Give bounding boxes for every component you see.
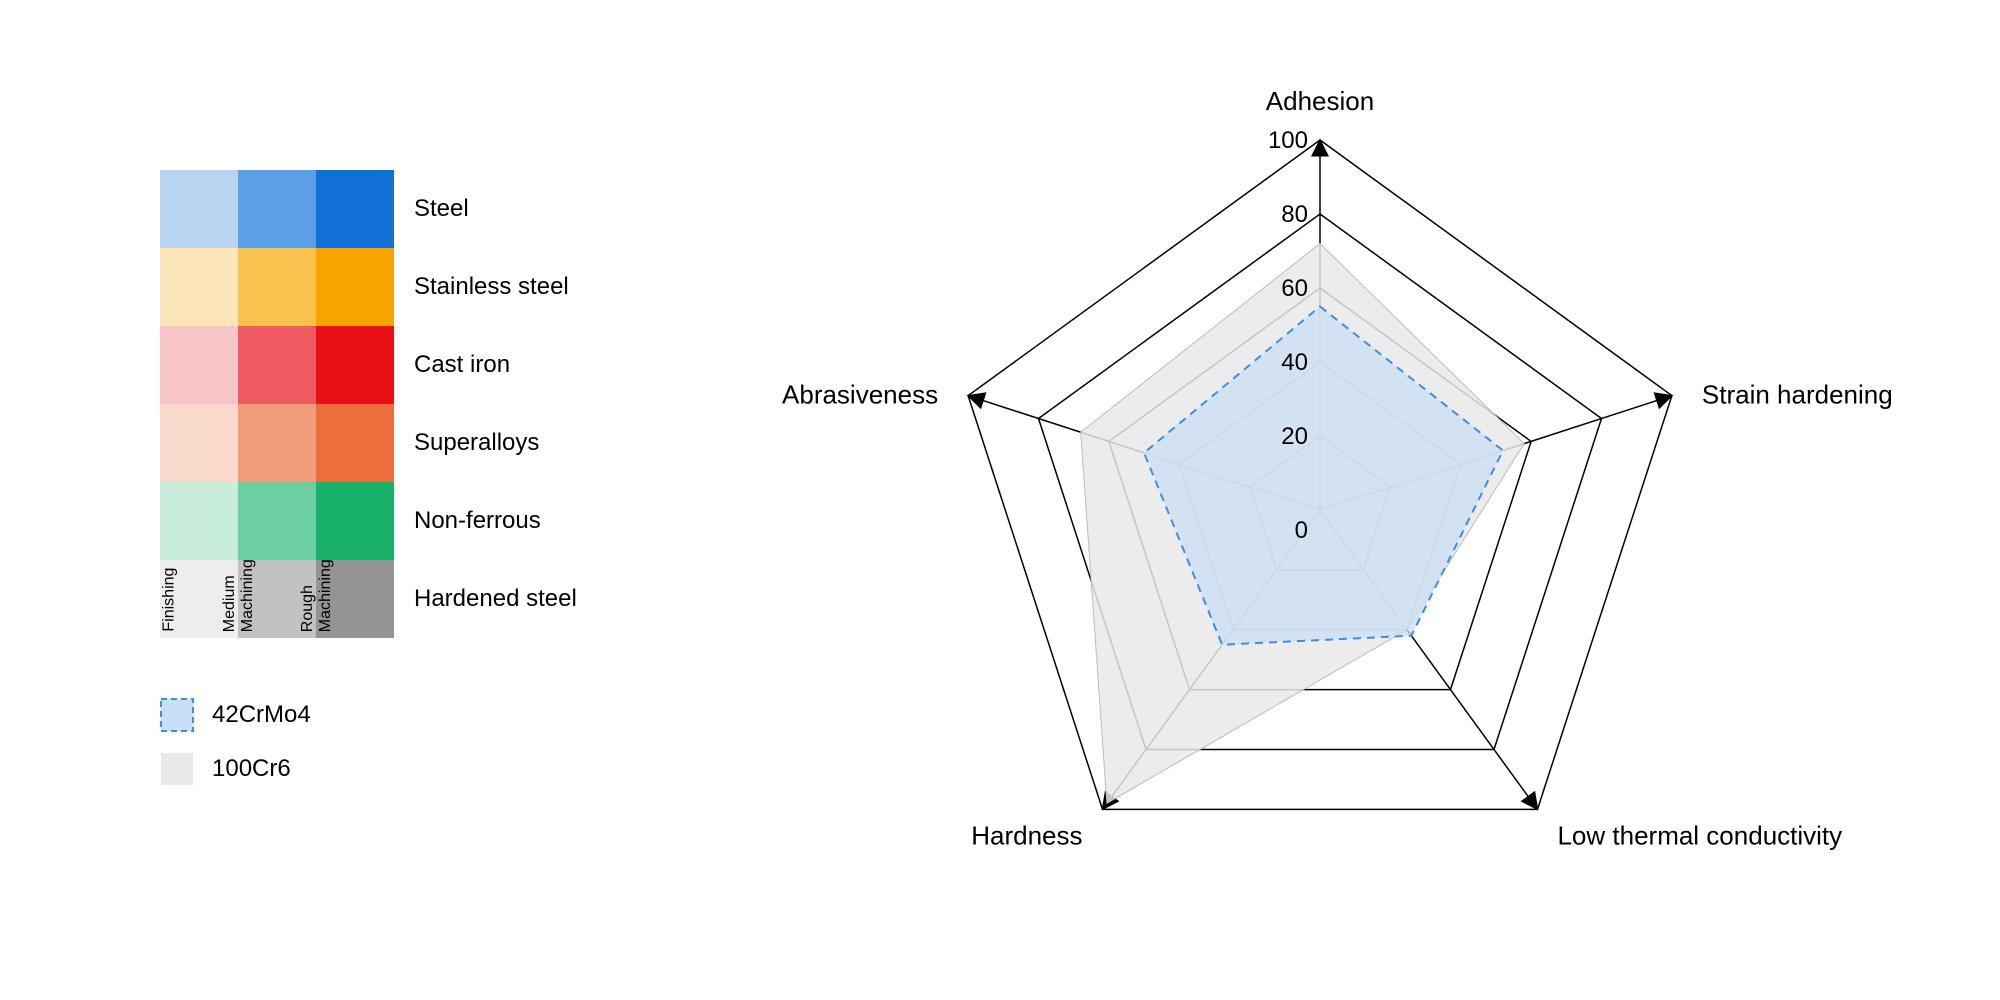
legend: 42CrMo4 100Cr6 — [160, 698, 620, 786]
heatmap-cell — [160, 326, 238, 404]
material-heatmap: Finishing Medium Machining Rough Machining… — [160, 70, 620, 638]
heatmap-row-label: Hardened steel — [414, 585, 577, 613]
radar-chart: 0 20 40 60 80 100 Adhesion Strain hardening Low … — [720, 40, 1970, 980]
heatmap-cell — [238, 326, 316, 404]
heatmap-cell — [160, 482, 238, 560]
legend-swatch — [160, 752, 194, 786]
radar-axis-label: Adhesion — [1266, 86, 1374, 116]
legend-item: 100Cr6 — [160, 752, 620, 786]
heatmap-cell — [160, 248, 238, 326]
heatmap-cell — [238, 248, 316, 326]
heatmap-cell — [316, 248, 394, 326]
radar-axis-label: Abrasiveness — [782, 380, 938, 410]
heatmap-col-header: Medium Machining — [221, 554, 256, 632]
radar-tick-label: 80 — [1281, 201, 1308, 228]
heatmap-cell — [238, 404, 316, 482]
legend-label: 42CrMo4 — [212, 701, 311, 729]
left-panel: Finishing Medium Machining Rough Machining… — [0, 0, 620, 1000]
radar-tick-label: 40 — [1281, 349, 1308, 376]
radar-axis-label: Hardness — [971, 820, 1082, 850]
heatmap-col-header: Rough Machining — [299, 554, 334, 632]
heatmap-cell — [316, 326, 394, 404]
heatmap-row: Steel — [160, 170, 620, 248]
legend-item: 42CrMo4 — [160, 698, 620, 732]
heatmap-cell — [316, 404, 394, 482]
heatmap-row-label: Cast iron — [414, 351, 510, 379]
heatmap-row-label: Stainless steel — [414, 273, 569, 301]
heatmap-cell — [160, 404, 238, 482]
heatmap-row: Cast iron — [160, 326, 620, 404]
radar-tick-label: 60 — [1281, 275, 1308, 302]
heatmap-row: Stainless steel — [160, 248, 620, 326]
heatmap-cell — [160, 170, 238, 248]
heatmap-row: Non-ferrous — [160, 482, 620, 560]
radar-tick-label: 0 — [1295, 517, 1308, 544]
radar-axis-label: Low thermal conductivity — [1557, 820, 1842, 850]
heatmap-cell — [316, 482, 394, 560]
heatmap-cell — [238, 170, 316, 248]
heatmap-row-label: Non-ferrous — [414, 507, 541, 535]
heatmap-cell — [238, 482, 316, 560]
heatmap-cell — [316, 170, 394, 248]
radar-tick-label: 20 — [1281, 423, 1308, 450]
radar-axis-label: Strain hardening — [1702, 380, 1893, 410]
radar-tick-label: 100 — [1268, 127, 1308, 154]
heatmap-row: Superalloys — [160, 404, 620, 482]
heatmap-row-label: Superalloys — [414, 429, 539, 457]
legend-label: 100Cr6 — [212, 755, 291, 783]
right-panel: 0 20 40 60 80 100 Adhesion Strain hardening Low … — [620, 0, 2000, 1000]
heatmap-col-header: Finishing — [160, 554, 178, 632]
legend-swatch — [160, 698, 194, 732]
heatmap-row-label: Steel — [414, 195, 469, 223]
